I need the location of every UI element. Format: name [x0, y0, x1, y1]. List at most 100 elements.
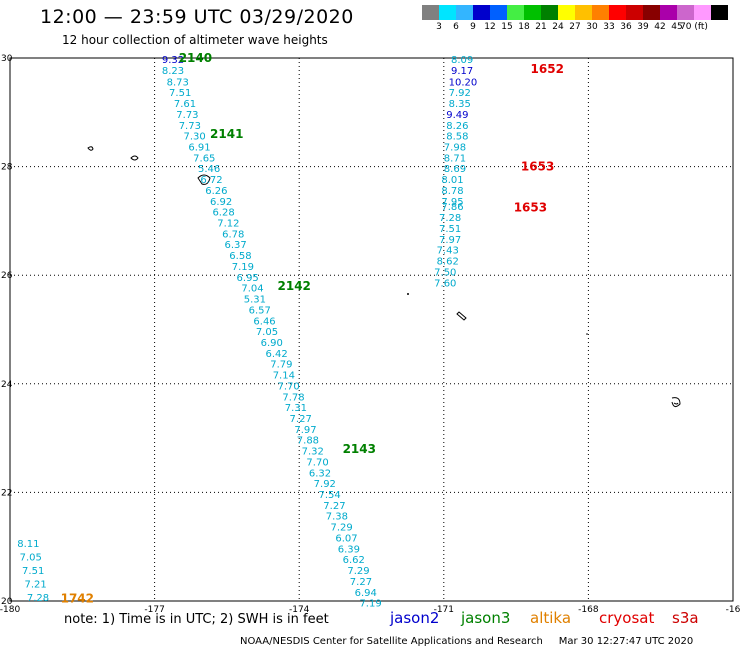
legend-swatch	[711, 5, 728, 20]
legend-label: 15	[501, 22, 513, 32]
wave-height-value: 7.86	[441, 202, 463, 213]
wave-height-value: 7.43	[437, 246, 459, 257]
legend-swatch	[592, 5, 609, 20]
wave-height-value: 7.73	[179, 121, 201, 132]
wave-height-value: 5.46	[198, 164, 220, 175]
pass-number-label: 1653	[521, 160, 554, 174]
wave-height-value: 6.58	[229, 251, 251, 262]
legend-label: 36	[620, 22, 632, 32]
map-frame	[9, 57, 734, 602]
y-tick-label: 22	[1, 488, 12, 498]
island-icon	[130, 155, 139, 161]
wave-height-value: 6.91	[188, 143, 210, 154]
wave-height-value: 6.37	[224, 240, 246, 251]
legend-label: 18	[518, 22, 530, 32]
legend-label: 42	[654, 22, 666, 32]
footer-note: note: 1) Time is in UTC; 2) SWH is in fe…	[64, 612, 329, 627]
wave-height-value: 7.27	[290, 414, 312, 425]
legend-label: 12	[484, 22, 496, 32]
pass-number-label: 2142	[278, 279, 311, 293]
wave-height-value: 8.73	[167, 77, 189, 88]
wave-height-value: 7.19	[232, 262, 254, 273]
wave-height-value: 7.60	[434, 278, 456, 289]
legend-label: 27	[569, 22, 581, 32]
legend-swatch	[660, 5, 677, 20]
wave-height-value: 6.46	[253, 316, 275, 327]
wave-height-value: 7.79	[270, 360, 292, 371]
wave-height-value: 7.30	[184, 132, 206, 143]
legend-swatch	[643, 5, 660, 20]
wave-height-value: 7.97	[294, 425, 316, 436]
satellite-jason2: jason2	[390, 609, 440, 627]
satellite-jason3: jason3	[461, 609, 511, 627]
wave-height-value: 6.78	[222, 229, 244, 240]
wave-height-value: 9.49	[446, 110, 468, 121]
wave-height-value: 7.51	[22, 566, 44, 577]
x-tick-label: -174	[289, 605, 310, 615]
wave-height-value: 8.71	[444, 153, 466, 164]
wave-height-value: 7.27	[323, 501, 345, 512]
legend-label: 33	[603, 22, 615, 32]
color-scale-labels: 3 6 9 12 15 18 21 24 27 30 33 36 39 42 45 70 (ft)	[422, 22, 732, 34]
legend-swatch	[490, 5, 507, 20]
wave-height-value: 7.38	[326, 512, 348, 523]
wave-height-value: 7.05	[20, 552, 42, 563]
wave-height-value: 7.54	[318, 490, 340, 501]
wave-height-value: 7.95	[441, 197, 463, 208]
wave-height-value: 8.09	[451, 55, 473, 66]
credit-line: NOAA/NESDIS Center for Satellite Applica…	[240, 636, 694, 647]
wave-height-value: 7.73	[176, 110, 198, 121]
satellite-cryosat: cryosat	[599, 609, 655, 627]
wave-height-value: 7.65	[193, 153, 215, 164]
pass-number-label: 1742	[61, 591, 94, 605]
satellite-altika: altika	[530, 609, 572, 627]
wave-height-value: 8.58	[446, 132, 468, 143]
legend-label: 9	[470, 22, 476, 32]
wave-height-value: 7.27	[350, 577, 372, 588]
satellite-s3a: s3a	[672, 609, 699, 627]
wave-height-value: 6.32	[309, 468, 331, 479]
pass-number-label: 2140	[179, 51, 212, 65]
wave-height-value: 6.90	[261, 338, 283, 349]
pass-number-label: 2143	[343, 442, 376, 456]
wave-height-value: 6.57	[249, 305, 271, 316]
wave-height-value: 6.39	[338, 544, 360, 555]
wave-height-value: 8.62	[437, 257, 459, 268]
wave-height-value: 6.28	[212, 208, 234, 219]
wave-height-value: 8.11	[17, 539, 39, 550]
wave-height-value: 7.05	[256, 327, 278, 338]
x-tick-label: -168	[578, 605, 599, 615]
x-tick-label: -180	[0, 605, 20, 615]
island-icon	[671, 397, 681, 408]
legend-swatch	[558, 5, 575, 20]
wave-height-value: 7.70	[306, 457, 328, 468]
y-tick-label: 26	[1, 271, 13, 281]
wave-height-value: 7.61	[174, 99, 196, 110]
y-tick-label: 20	[1, 597, 13, 607]
y-tick-label: 24	[1, 380, 13, 390]
color-scale-legend	[422, 5, 728, 20]
wave-height-value: 7.92	[314, 479, 336, 490]
legend-swatch	[694, 5, 711, 20]
legend-label: 39	[637, 22, 649, 32]
wave-height-value: 7.50	[434, 267, 456, 278]
legend-swatch	[541, 5, 558, 20]
legend-swatch	[507, 5, 524, 20]
island-icon	[456, 311, 467, 321]
wave-height-value: 9.32	[162, 55, 184, 66]
wave-height-value: 6.62	[343, 555, 365, 566]
wave-height-value: 7.12	[217, 219, 239, 230]
wave-height-value: 7.29	[331, 523, 353, 534]
wave-height-value: 8.35	[449, 99, 471, 110]
legend-swatch	[609, 5, 626, 20]
legend-label: 6	[453, 22, 459, 32]
wave-height-value: 6.95	[237, 273, 259, 284]
island-icon	[586, 333, 588, 335]
legend-swatch	[524, 5, 541, 20]
legend-swatch	[626, 5, 643, 20]
wave-height-value: 7.04	[241, 284, 263, 295]
wave-height-value: 7.21	[24, 580, 46, 591]
wave-height-value: 8.01	[441, 175, 463, 186]
wave-height-value: 6.42	[265, 349, 287, 360]
